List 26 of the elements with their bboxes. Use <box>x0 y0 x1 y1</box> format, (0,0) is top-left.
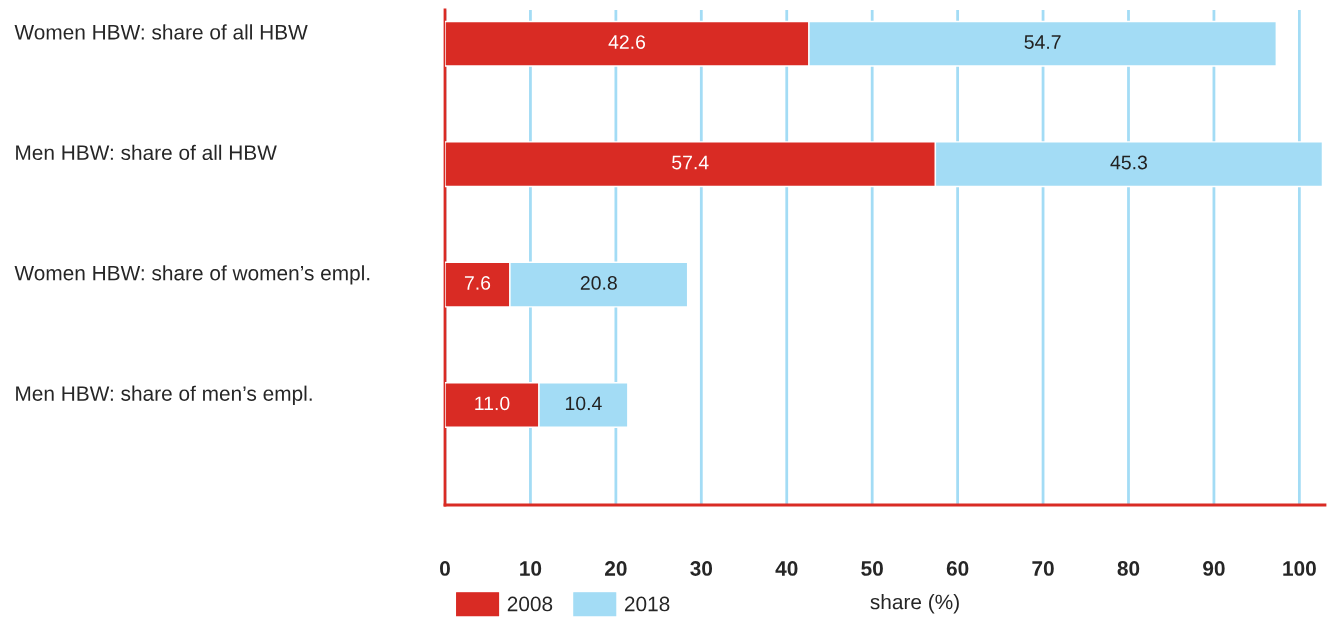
x-tick-label: 70 <box>1032 561 1054 576</box>
x-tick-label: 40 <box>775 561 798 576</box>
legend-label: 2008 <box>507 596 553 612</box>
data-label: 20.8 <box>580 276 617 290</box>
x-tick-label: 80 <box>1117 561 1140 576</box>
x-tick-label: 90 <box>1203 561 1225 576</box>
x-tick-label: 0 <box>440 561 450 576</box>
x-tick-label: 60 <box>946 561 969 576</box>
data-label: 7.6 <box>464 276 491 290</box>
y-tick-label: Women HBW: share of women’s empl. <box>14 265 370 285</box>
x-tick-label: 30 <box>690 561 713 576</box>
y-tick-label: Men HBW: share of all HBW <box>16 144 277 161</box>
data-label: 11.0 <box>475 396 510 411</box>
x-tick-label: 10 <box>520 561 542 576</box>
x-tick-label: 50 <box>861 561 883 576</box>
data-label: 10.4 <box>565 396 602 411</box>
data-label: 57.4 <box>672 155 709 170</box>
x-tick-label: 20 <box>605 561 627 576</box>
x-tick-label: 100 <box>1283 561 1316 576</box>
y-tick-label: Men HBW: share of men’s empl. <box>16 385 312 406</box>
data-label: 45.3 <box>1110 155 1147 170</box>
y-tick-label: Women HBW: share of all HBW <box>14 24 308 40</box>
data-label: 54.7 <box>1024 35 1061 49</box>
x-axis-title: share (%) <box>870 594 959 614</box>
legend-label: 2018 <box>624 596 670 612</box>
data-label: 42.6 <box>608 35 646 49</box>
